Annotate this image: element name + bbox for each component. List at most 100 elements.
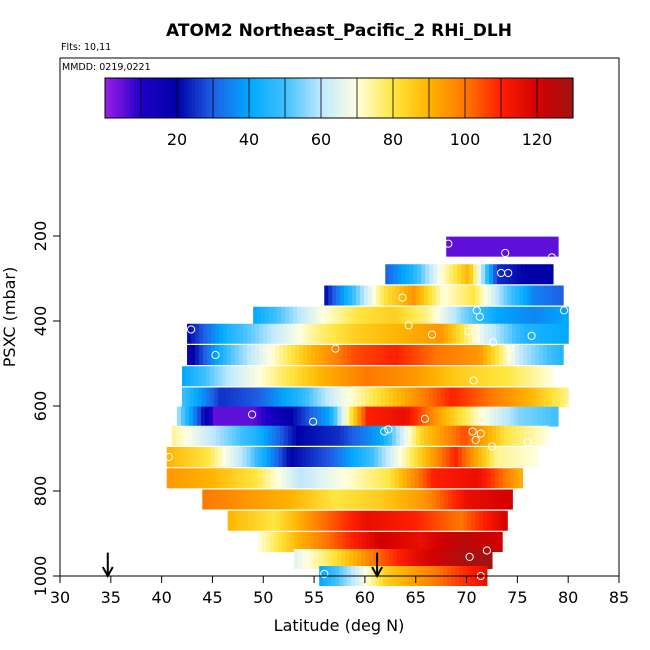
heatmap-cell <box>498 468 504 489</box>
colorbar-segment <box>105 78 110 118</box>
x-tick-label: 35 <box>101 588 121 607</box>
heatmap-cell <box>229 366 235 387</box>
heatmap-cell <box>484 549 489 569</box>
heatmap-cell <box>249 366 255 387</box>
colorbar-segment <box>238 78 243 118</box>
heatmap-cell <box>531 425 537 446</box>
heatmap-cell <box>217 406 222 427</box>
heatmap-cell <box>378 532 383 552</box>
heatmap-cell <box>544 387 549 408</box>
heatmap-cell <box>302 489 308 510</box>
heatmap-cell <box>533 447 539 467</box>
heatmap-cell <box>278 532 283 552</box>
heatmap-cell <box>338 468 344 489</box>
heatmap-cell <box>277 387 283 408</box>
heatmap-cell <box>376 285 381 306</box>
heatmap-cell <box>540 323 545 344</box>
heatmap-cell <box>441 366 446 387</box>
heatmap-cell <box>299 345 304 365</box>
heatmap-cell <box>353 549 358 569</box>
heatmap-cell <box>470 468 476 489</box>
heatmap-cell <box>427 345 432 365</box>
heatmap-cell <box>409 264 414 285</box>
heatmap-cell <box>485 366 490 387</box>
colorbar-segment <box>385 78 390 118</box>
heatmap-cell <box>371 510 377 531</box>
heatmap-cell <box>317 387 322 408</box>
heatmap-cell <box>273 366 279 387</box>
heatmap-cell <box>370 447 375 467</box>
heatmap-cell <box>314 468 320 489</box>
heatmap-cell <box>237 366 243 387</box>
heatmap-cell <box>425 366 430 387</box>
heatmap-cell <box>259 345 264 365</box>
heatmap-cell <box>465 447 471 467</box>
heatmap-cell <box>384 306 390 327</box>
heatmap-cell <box>364 306 370 327</box>
colorbar-segment <box>378 78 383 118</box>
colorbar-segment <box>468 78 473 118</box>
heatmap-cell <box>421 264 426 285</box>
heatmap-cell <box>321 406 326 427</box>
heatmap-cell <box>233 387 239 408</box>
observation-point <box>444 239 453 248</box>
heatmap-cell <box>381 366 386 387</box>
heatmap-cell <box>343 345 348 365</box>
heatmap-cell <box>447 323 453 344</box>
heatmap-cell <box>219 323 224 344</box>
heatmap-cell <box>191 323 196 344</box>
heatmap-cell <box>347 345 352 365</box>
heatmap-cell <box>387 345 392 365</box>
heatmap-cell <box>207 323 212 344</box>
heatmap-cell <box>397 366 402 387</box>
plot-frame <box>59 57 620 577</box>
heatmap-cell <box>346 447 351 467</box>
heatmap-cell <box>378 447 383 467</box>
heatmap-cell <box>518 468 524 489</box>
heatmap-cell <box>505 264 510 285</box>
heatmap-cell <box>385 387 390 408</box>
heatmap-cell <box>302 468 308 489</box>
heatmap-cell <box>349 387 354 408</box>
heatmap-cell <box>383 345 388 365</box>
heatmap-cell <box>384 549 390 569</box>
heatmap-cell <box>314 532 319 552</box>
heatmap-cell <box>433 447 439 467</box>
colorbar-segment <box>306 78 311 118</box>
heatmap-cell <box>283 345 288 365</box>
heatmap-cell <box>250 468 256 489</box>
heatmap-cell <box>545 406 551 427</box>
heatmap-cell <box>523 345 528 365</box>
heatmap-cell <box>514 236 519 257</box>
colorbar-segment <box>432 78 437 118</box>
heatmap-cell <box>329 549 334 569</box>
heatmap-cell <box>480 549 485 569</box>
heatmap-cell <box>270 447 276 467</box>
heatmap-cell <box>335 489 340 510</box>
heatmap-cell <box>303 510 309 531</box>
heatmap-cell <box>401 264 406 285</box>
heatmap-cell <box>460 306 466 327</box>
heatmap-cell <box>481 406 487 427</box>
heatmap-cell <box>321 549 327 569</box>
heatmap-cell <box>294 532 299 552</box>
heatmap-cell <box>564 387 569 408</box>
heatmap-cell <box>227 323 232 344</box>
heatmap-cell <box>353 387 358 408</box>
heatmap-cell <box>331 345 336 365</box>
heatmap-cell <box>267 510 273 531</box>
heatmap-cell <box>427 285 433 306</box>
heatmap-cell <box>465 366 470 387</box>
heatmap-cell <box>560 323 565 344</box>
heatmap-cell <box>375 345 380 365</box>
heatmap-cell <box>295 345 300 365</box>
observation-point <box>482 546 491 555</box>
heatmap-cell <box>349 549 354 569</box>
heatmap-cell <box>402 447 407 467</box>
heatmap-cell <box>230 468 236 489</box>
heatmap-cell <box>483 510 488 531</box>
heatmap-cell <box>416 306 422 327</box>
heatmap-cell <box>231 323 236 344</box>
heatmap-cell <box>468 306 474 327</box>
heatmap-cell <box>297 549 303 569</box>
